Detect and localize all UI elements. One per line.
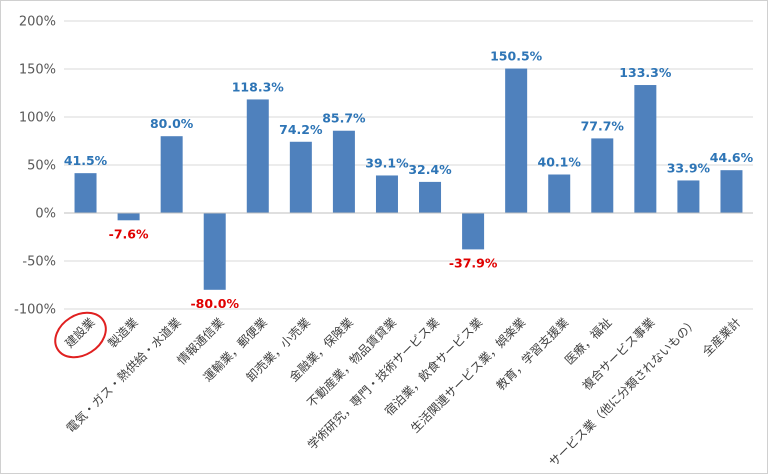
data-label: 41.5% — [64, 153, 108, 168]
bar — [332, 130, 355, 213]
y-tick-label: -100% — [14, 303, 56, 318]
y-tick-label: -50% — [22, 255, 56, 270]
bar — [677, 180, 700, 213]
highlight-circle — [54, 311, 107, 359]
y-tick-label: 0% — [35, 207, 56, 222]
x-axis-category-labels: 建設業 製造業電気・ガス・熱供給・水道業情報通信業運輸業，郵便業卸売業，小売業金融… — [62, 315, 744, 470]
data-label: 74.2% — [279, 122, 323, 137]
y-tick-label: 100% — [19, 111, 56, 126]
bar — [375, 175, 398, 213]
y-tick-label: 150% — [19, 63, 56, 78]
bar — [634, 85, 657, 213]
bar — [720, 170, 743, 213]
bar — [160, 136, 183, 213]
data-label: -37.9% — [449, 255, 498, 270]
data-label: 150.5% — [490, 49, 543, 64]
category-label: 全産業計 — [699, 315, 744, 360]
data-label: 118.3% — [232, 79, 285, 94]
data-label: 133.3% — [619, 65, 672, 80]
bar — [74, 173, 97, 213]
data-label: 32.4% — [408, 162, 452, 177]
y-tick-label: 200% — [19, 15, 56, 30]
category-label: 教育，学習支援業 — [493, 315, 571, 393]
data-label: 44.6% — [710, 150, 754, 165]
data-label: 77.7% — [581, 118, 625, 133]
data-label: 80.0% — [150, 116, 194, 131]
data-label: -80.0% — [190, 296, 239, 311]
data-label: -7.6% — [109, 226, 149, 241]
annotations — [54, 311, 107, 359]
data-labels: 41.5% -7.6% 80.0% -80.0% 118.3% 74.2%85.7% 39.… — [64, 49, 754, 311]
bar — [591, 138, 614, 213]
y-tick-label: 50% — [27, 159, 56, 174]
bar — [117, 213, 140, 221]
data-label: 85.7% — [322, 111, 366, 126]
data-label: 39.1% — [365, 155, 409, 170]
bar — [419, 181, 442, 213]
bar — [505, 68, 528, 214]
bars — [74, 68, 743, 290]
bar — [246, 99, 269, 213]
bar — [548, 174, 571, 213]
data-label: 40.1% — [538, 155, 582, 170]
bar — [203, 213, 226, 290]
bar — [289, 141, 312, 213]
category-label: 製造業 — [105, 315, 140, 350]
data-label: 33.9% — [667, 160, 711, 175]
y-axis-tick-labels: 200% 150% 100% 50% 0% -50% -100% — [14, 15, 56, 318]
bar — [462, 213, 485, 250]
category-label: 複合サービス事業 — [579, 315, 657, 393]
